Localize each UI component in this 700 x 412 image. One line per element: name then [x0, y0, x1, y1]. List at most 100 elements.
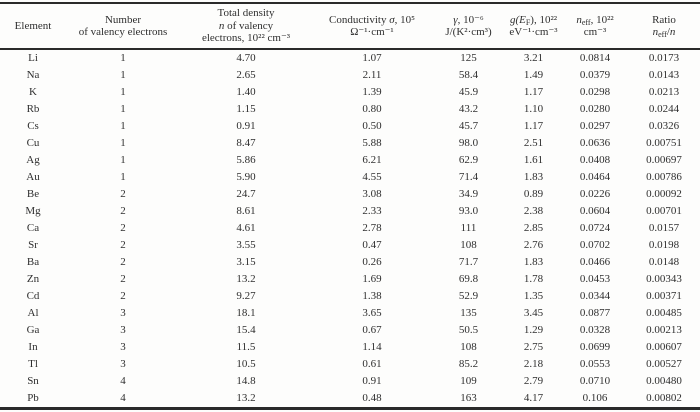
cell-total-density: 3.55: [236, 239, 256, 251]
cell-n-eff: 0.0553: [579, 358, 611, 370]
cell-ratio: 0.00371: [646, 290, 682, 302]
cell-total-density: 18.1: [236, 307, 256, 319]
cell-gamma: 111: [460, 222, 477, 234]
cell-gamma: 71.4: [458, 171, 479, 183]
cell-n-eff: 0.0636: [579, 137, 611, 149]
cell-element: In: [28, 341, 38, 353]
header-gamma-line1: γ, 10⁻⁶: [434, 14, 503, 27]
cell-gamma: 58.4: [458, 69, 479, 81]
table-row: Sr 2 3.55 0.47 108 2.76 0.0702 0.0198: [0, 237, 700, 254]
cell-ratio: 0.0326: [648, 120, 680, 132]
cell-total-density: 9.27: [236, 290, 256, 302]
cell-total-density: 15.4: [236, 324, 256, 336]
cell-ratio: 0.0173: [648, 52, 680, 64]
cell-n-eff: 0.0344: [579, 290, 611, 302]
cell-total-density: 0.91: [236, 120, 256, 132]
cell-conductivity: 5.88: [362, 137, 382, 149]
table-row: Mg 2 8.61 2.33 93.0 2.38 0.0604 0.00701: [0, 203, 700, 220]
cell-g-ef: 2.38: [523, 205, 544, 217]
cell-g-ef: 1.83: [523, 256, 544, 268]
cell-total-density: 3.15: [236, 256, 256, 268]
cell-gamma: 45.7: [458, 120, 479, 132]
table-row: Tl 3 10.5 0.61 85.2 2.18 0.0553 0.00527: [0, 356, 700, 373]
cell-total-density: 14.8: [236, 375, 256, 387]
cell-gamma: 163: [460, 392, 477, 404]
cell-total-density: 2.65: [236, 69, 256, 81]
cell-ratio: 0.0244: [648, 103, 680, 115]
table-row: Sn 4 14.8 0.91 109 2.79 0.0710 0.00480: [0, 373, 700, 390]
table-header: Element Number of valency electrons Tota…: [0, 3, 700, 49]
cell-element: Ag: [26, 154, 40, 166]
cell-g-ef: 1.29: [523, 324, 544, 336]
header-row: Element Number of valency electrons Tota…: [0, 3, 700, 49]
cell-n-eff: 0.0298: [579, 86, 611, 98]
cell-ratio: 0.00697: [646, 154, 682, 166]
cell-total-density: 1.40: [236, 86, 256, 98]
g-ef-power: ), 10²²: [530, 13, 558, 26]
cell-valency-electrons: 2: [120, 256, 126, 268]
cell-total-density: 1.15: [236, 103, 256, 115]
cell-n-eff: 0.0297: [579, 120, 611, 132]
cell-element: K: [29, 86, 37, 98]
cell-ratio: 0.00213: [646, 324, 682, 336]
table-row: Rb 1 1.15 0.80 43.2 1.10 0.0280 0.0244: [0, 101, 700, 118]
cell-n-eff: 0.0408: [579, 154, 611, 166]
cell-conductivity: 2.33: [362, 205, 382, 217]
cell-g-ef: 1.17: [523, 120, 544, 132]
cell-ratio: 0.00092: [646, 188, 682, 200]
table-row: Ca 2 4.61 2.78 111 2.85 0.0724 0.0157: [0, 220, 700, 237]
cell-ratio: 0.00480: [646, 375, 682, 387]
cell-n-eff: 0.0702: [579, 239, 611, 251]
gamma-symbol: γ: [453, 13, 458, 26]
cell-element: Sr: [28, 239, 38, 251]
cell-total-density: 11.5: [236, 341, 256, 353]
cell-conductivity: 0.47: [362, 239, 382, 251]
header-gef-line1: g(EF), 10²²: [507, 14, 560, 27]
cell-element: Al: [27, 307, 39, 319]
cell-gamma: 43.2: [458, 103, 479, 115]
cell-valency-electrons: 2: [120, 222, 126, 234]
cell-n-eff: 0.0699: [579, 341, 611, 353]
cell-ratio: 0.00527: [646, 358, 682, 370]
header-ratio-line2: neff/n: [630, 26, 698, 39]
table-row: Ag 1 5.86 6.21 62.9 1.61 0.0408 0.00697: [0, 152, 700, 169]
cell-g-ef: 4.17: [523, 392, 544, 404]
table-row: Cd 2 9.27 1.38 52.9 1.35 0.0344 0.00371: [0, 288, 700, 305]
cell-valency-electrons: 2: [120, 239, 126, 251]
cell-ratio: 0.0198: [648, 239, 680, 251]
cell-element: Cu: [26, 137, 40, 149]
cell-g-ef: 2.18: [523, 358, 544, 370]
n-eff-power: , 10²²: [590, 13, 614, 26]
n-eff-symbol: n: [576, 13, 582, 26]
table-row: Al 3 18.1 3.65 135 3.45 0.0877 0.00485: [0, 305, 700, 322]
cell-g-ef: 2.76: [523, 239, 544, 251]
cell-element: Rb: [26, 103, 40, 115]
cell-n-eff: 0.0710: [579, 375, 611, 387]
ratio-n-eff-subscript: eff: [658, 30, 667, 39]
cell-valency-electrons: 2: [120, 205, 126, 217]
g-ef-subscript: F: [525, 17, 531, 27]
cell-g-ef: 1.35: [523, 290, 544, 302]
cell-valency-electrons: 1: [120, 120, 126, 132]
cell-conductivity: 0.50: [362, 120, 382, 132]
cell-conductivity: 3.65: [362, 307, 382, 319]
cell-conductivity: 0.67: [362, 324, 382, 336]
col-header-g-ef: g(EF), 10²² eV⁻¹·cm⁻³: [505, 3, 562, 49]
cell-gamma: 135: [460, 307, 477, 319]
cell-element: Pb: [27, 392, 39, 404]
col-header-gamma: γ, 10⁻⁶ J/(K²·cm³): [432, 3, 505, 49]
cell-valency-electrons: 4: [120, 375, 126, 387]
cell-n-eff: 0.0464: [579, 171, 611, 183]
cell-total-density: 5.90: [236, 171, 256, 183]
cell-gamma: 85.2: [458, 358, 479, 370]
cell-total-density: 4.61: [236, 222, 256, 234]
table-row: Ba 2 3.15 0.26 71.7 1.83 0.0466 0.0148: [0, 254, 700, 271]
header-density-line2: n of valency: [182, 20, 310, 33]
cell-gamma: 50.5: [458, 324, 479, 336]
table-row: Cu 1 8.47 5.88 98.0 2.51 0.0636 0.00751: [0, 135, 700, 152]
cell-valency-electrons: 1: [120, 103, 126, 115]
cell-conductivity: 2.78: [362, 222, 382, 234]
table-row: Ga 3 15.4 0.67 50.5 1.29 0.0328 0.00213: [0, 322, 700, 339]
sigma-symbol: σ: [389, 13, 395, 26]
cell-g-ef: 2.85: [523, 222, 544, 234]
